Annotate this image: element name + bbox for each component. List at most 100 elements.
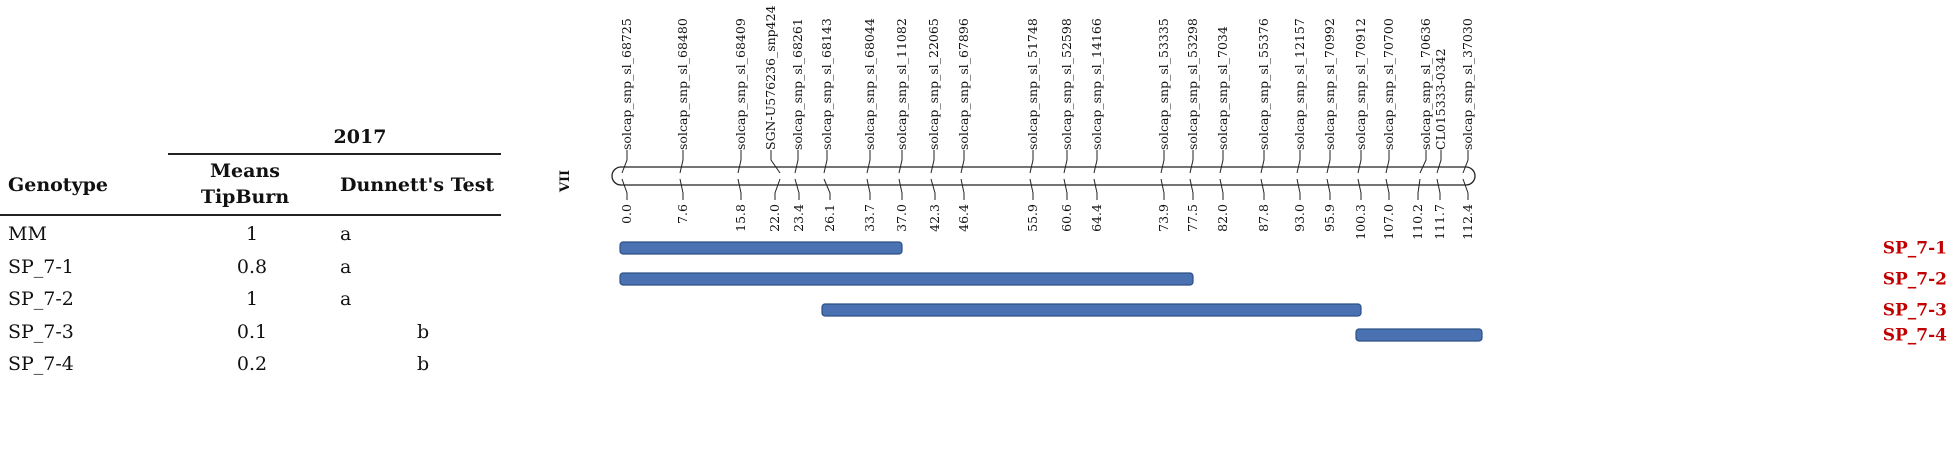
marker-tick bbox=[898, 178, 903, 200]
marker-name: solcap_snp_sl_68044 bbox=[862, 18, 877, 150]
introgression-label: SP_7-2 bbox=[1883, 270, 1947, 290]
marker-tick bbox=[1029, 178, 1034, 200]
marker-tick bbox=[1189, 178, 1194, 200]
marker-tick bbox=[1219, 178, 1224, 200]
table-row-mean: 1 bbox=[245, 223, 259, 245]
table-row-dunnett: b bbox=[417, 353, 430, 375]
marker-tick bbox=[794, 178, 800, 200]
marker-name: solcap_snp_sl_37030 bbox=[1460, 18, 1475, 150]
marker-tick bbox=[1093, 150, 1098, 174]
marker-tick bbox=[930, 150, 935, 174]
marker-tick bbox=[866, 150, 871, 174]
marker-tick bbox=[1326, 150, 1331, 174]
table-row-genotype: SP_7-4 bbox=[8, 353, 74, 375]
marker-tick bbox=[1357, 150, 1362, 174]
marker-position: 15.8 bbox=[733, 204, 748, 232]
marker-name: solcap_snp_sl_14166 bbox=[1089, 18, 1104, 150]
marker-tick bbox=[1385, 178, 1390, 200]
marker-tick bbox=[679, 178, 684, 200]
marker-tick bbox=[1063, 150, 1068, 174]
marker-tick bbox=[960, 178, 965, 200]
header-underline bbox=[0, 214, 501, 216]
marker-name: solcap_snp_sl_12157 bbox=[1292, 18, 1307, 150]
marker-tick bbox=[823, 150, 828, 174]
marker-position: 55.9 bbox=[1025, 204, 1040, 232]
marker-position: 112.4 bbox=[1460, 204, 1475, 240]
marker-position: 95.9 bbox=[1322, 204, 1337, 232]
marker-tick bbox=[866, 178, 871, 200]
marker-tick bbox=[1357, 178, 1362, 200]
marker-tick bbox=[1385, 150, 1390, 174]
marker-tick bbox=[1296, 178, 1301, 200]
marker-position: 100.3 bbox=[1353, 204, 1368, 240]
marker-tick bbox=[898, 150, 903, 174]
marker-tick bbox=[770, 150, 781, 174]
marker-tick bbox=[737, 178, 742, 200]
introgression-bar bbox=[1355, 328, 1483, 342]
introgression-bar bbox=[619, 241, 903, 255]
marker-tick bbox=[1160, 150, 1165, 174]
marker-position: 111.7 bbox=[1432, 204, 1447, 240]
marker-position: 26.1 bbox=[822, 204, 837, 232]
marker-tick bbox=[823, 178, 831, 200]
table-row-dunnett: a bbox=[340, 256, 352, 278]
year-header: 2017 bbox=[333, 126, 387, 148]
marker-position: 87.8 bbox=[1256, 204, 1271, 232]
marker-tick bbox=[1462, 150, 1469, 174]
marker-name: solcap_snp_sl_68143 bbox=[819, 18, 834, 150]
marker-tick bbox=[960, 150, 965, 174]
marker-tick bbox=[1436, 178, 1441, 200]
marker-name: solcap_snp_sl_52598 bbox=[1059, 18, 1074, 150]
marker-position: 37.0 bbox=[894, 204, 909, 232]
marker-tick bbox=[1419, 150, 1427, 174]
table-row-mean: 0.1 bbox=[236, 321, 268, 343]
marker-name: solcap_snp_sl_70636 bbox=[1418, 18, 1433, 150]
means-header-line2: TipBurn bbox=[200, 186, 290, 208]
marker-position: 64.4 bbox=[1089, 204, 1104, 232]
introgression-bar bbox=[821, 303, 1362, 317]
table-row-genotype: SP_7-2 bbox=[8, 288, 74, 310]
marker-name: solcap_snp_sl_11082 bbox=[894, 18, 909, 150]
marker-position: 77.5 bbox=[1185, 204, 1200, 232]
marker-position: 93.0 bbox=[1292, 204, 1307, 232]
chromosome-body bbox=[611, 166, 1476, 186]
marker-tick bbox=[621, 178, 628, 200]
marker-position: 46.4 bbox=[956, 204, 971, 232]
marker-tick bbox=[1326, 178, 1331, 200]
marker-position: 107.0 bbox=[1381, 204, 1396, 240]
marker-name: solcap_snp_sl_70992 bbox=[1322, 18, 1337, 150]
chromosome-label: VII bbox=[558, 170, 573, 193]
marker-position: 33.7 bbox=[862, 204, 877, 232]
marker-position: 73.9 bbox=[1156, 204, 1171, 232]
marker-name: solcap_snp_sl_68480 bbox=[675, 18, 690, 150]
table-row-mean: 1 bbox=[245, 288, 259, 310]
marker-tick bbox=[737, 150, 742, 174]
marker-tick bbox=[1093, 178, 1098, 200]
table-row-mean: 0.2 bbox=[236, 353, 268, 375]
marker-name: solcap_snp_sl_22065 bbox=[926, 18, 941, 150]
marker-name: solcap_snp_sl_70912 bbox=[1353, 18, 1368, 150]
year-underline bbox=[168, 153, 501, 155]
table-row-dunnett: b bbox=[417, 321, 430, 343]
marker-name: solcap_snp_sl_68725 bbox=[619, 18, 634, 150]
marker-name: solcap_snp_sl_55376 bbox=[1256, 18, 1271, 150]
marker-name: solcap_snp_sl_7034 bbox=[1215, 26, 1230, 150]
marker-tick bbox=[1219, 150, 1224, 174]
table-row-genotype: SP_7-3 bbox=[8, 321, 74, 343]
marker-tick bbox=[794, 150, 799, 174]
marker-tick bbox=[1436, 150, 1442, 174]
table-row-genotype: MM bbox=[8, 223, 47, 245]
marker-tick bbox=[774, 178, 781, 200]
introgression-bar bbox=[619, 272, 1194, 286]
marker-tick bbox=[1296, 150, 1301, 174]
marker-position: 7.6 bbox=[675, 204, 690, 224]
introgression-label: SP_7-4 bbox=[1883, 326, 1947, 346]
dunnett-header: Dunnett's Test bbox=[340, 174, 495, 196]
marker-name: solcap_snp_sl_68261 bbox=[790, 18, 805, 150]
marker-name: solcap_snp_sl_53335 bbox=[1156, 18, 1171, 150]
marker-name: SGN-U576236_snp424 bbox=[763, 5, 778, 150]
marker-name: CL015333-0342 bbox=[1433, 48, 1448, 150]
marker-tick bbox=[1063, 178, 1068, 200]
marker-name: solcap_snp_sl_70700 bbox=[1381, 18, 1396, 150]
marker-position: 23.4 bbox=[791, 204, 806, 232]
